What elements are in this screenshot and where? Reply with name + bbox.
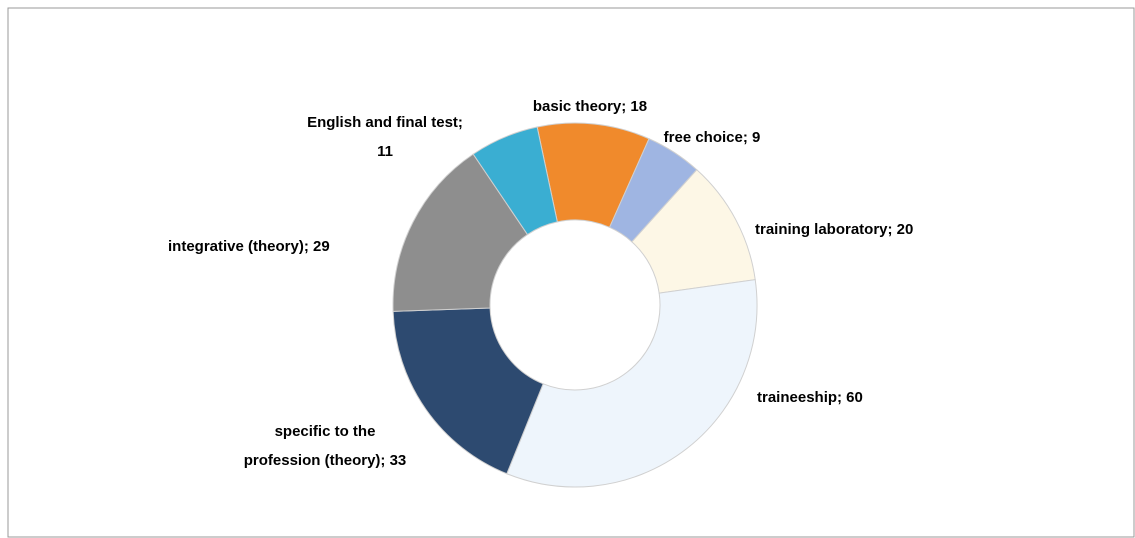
donut-slice	[472, 126, 558, 236]
data-label: 11	[377, 143, 393, 160]
donut-slice	[506, 279, 758, 488]
data-label: training laboratory; 20	[755, 221, 913, 238]
donut-slice	[392, 153, 529, 312]
data-label: English and final test;	[307, 114, 463, 131]
data-label: free choice; 9	[664, 129, 761, 146]
data-label: specific to the	[275, 423, 376, 440]
data-label: basic theory; 18	[533, 98, 647, 115]
donut-slice	[392, 307, 544, 475]
data-label: profession (theory); 33	[244, 452, 407, 469]
data-label: integrative (theory); 29	[168, 238, 330, 255]
data-label: traineeship; 60	[757, 389, 863, 406]
